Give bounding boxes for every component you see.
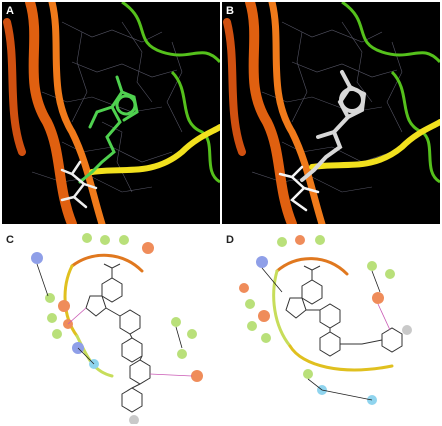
yellow-helix xyxy=(89,124,220,175)
ligand-sticks xyxy=(78,75,139,184)
panel-d-diagram xyxy=(239,235,412,405)
panel-c-2d-map: C xyxy=(2,226,220,424)
panel-d-label: D xyxy=(226,234,234,246)
interaction-lines xyxy=(261,267,391,401)
panel-c-diagram xyxy=(31,233,203,424)
orange-beta-ribbon xyxy=(223,2,326,224)
ligand-white-tail xyxy=(278,165,320,212)
panel-a-3d-view: A xyxy=(2,2,220,224)
orange-beta-ribbon xyxy=(3,2,106,224)
panel-c-label: C xyxy=(6,234,14,246)
interaction-lines xyxy=(36,263,193,377)
panel-b-3d-view: B xyxy=(222,2,440,224)
residue-nodes xyxy=(239,235,412,405)
ligand-white-tail xyxy=(60,160,98,209)
pocket-contour xyxy=(63,253,144,378)
pocket-contour xyxy=(272,257,394,372)
yellow-helix xyxy=(309,119,440,170)
ligand-structure xyxy=(85,263,151,413)
ligand-structure xyxy=(285,265,403,357)
residue-nodes xyxy=(31,233,203,424)
panel-d-2d-map: D xyxy=(222,226,440,424)
panel-a-label: A xyxy=(6,5,14,17)
panel-b-label: B xyxy=(226,5,234,17)
green-coil xyxy=(121,2,220,184)
panel-a-scene xyxy=(3,2,220,224)
panel-b-scene xyxy=(223,2,440,224)
ligand-sticks xyxy=(300,70,367,182)
